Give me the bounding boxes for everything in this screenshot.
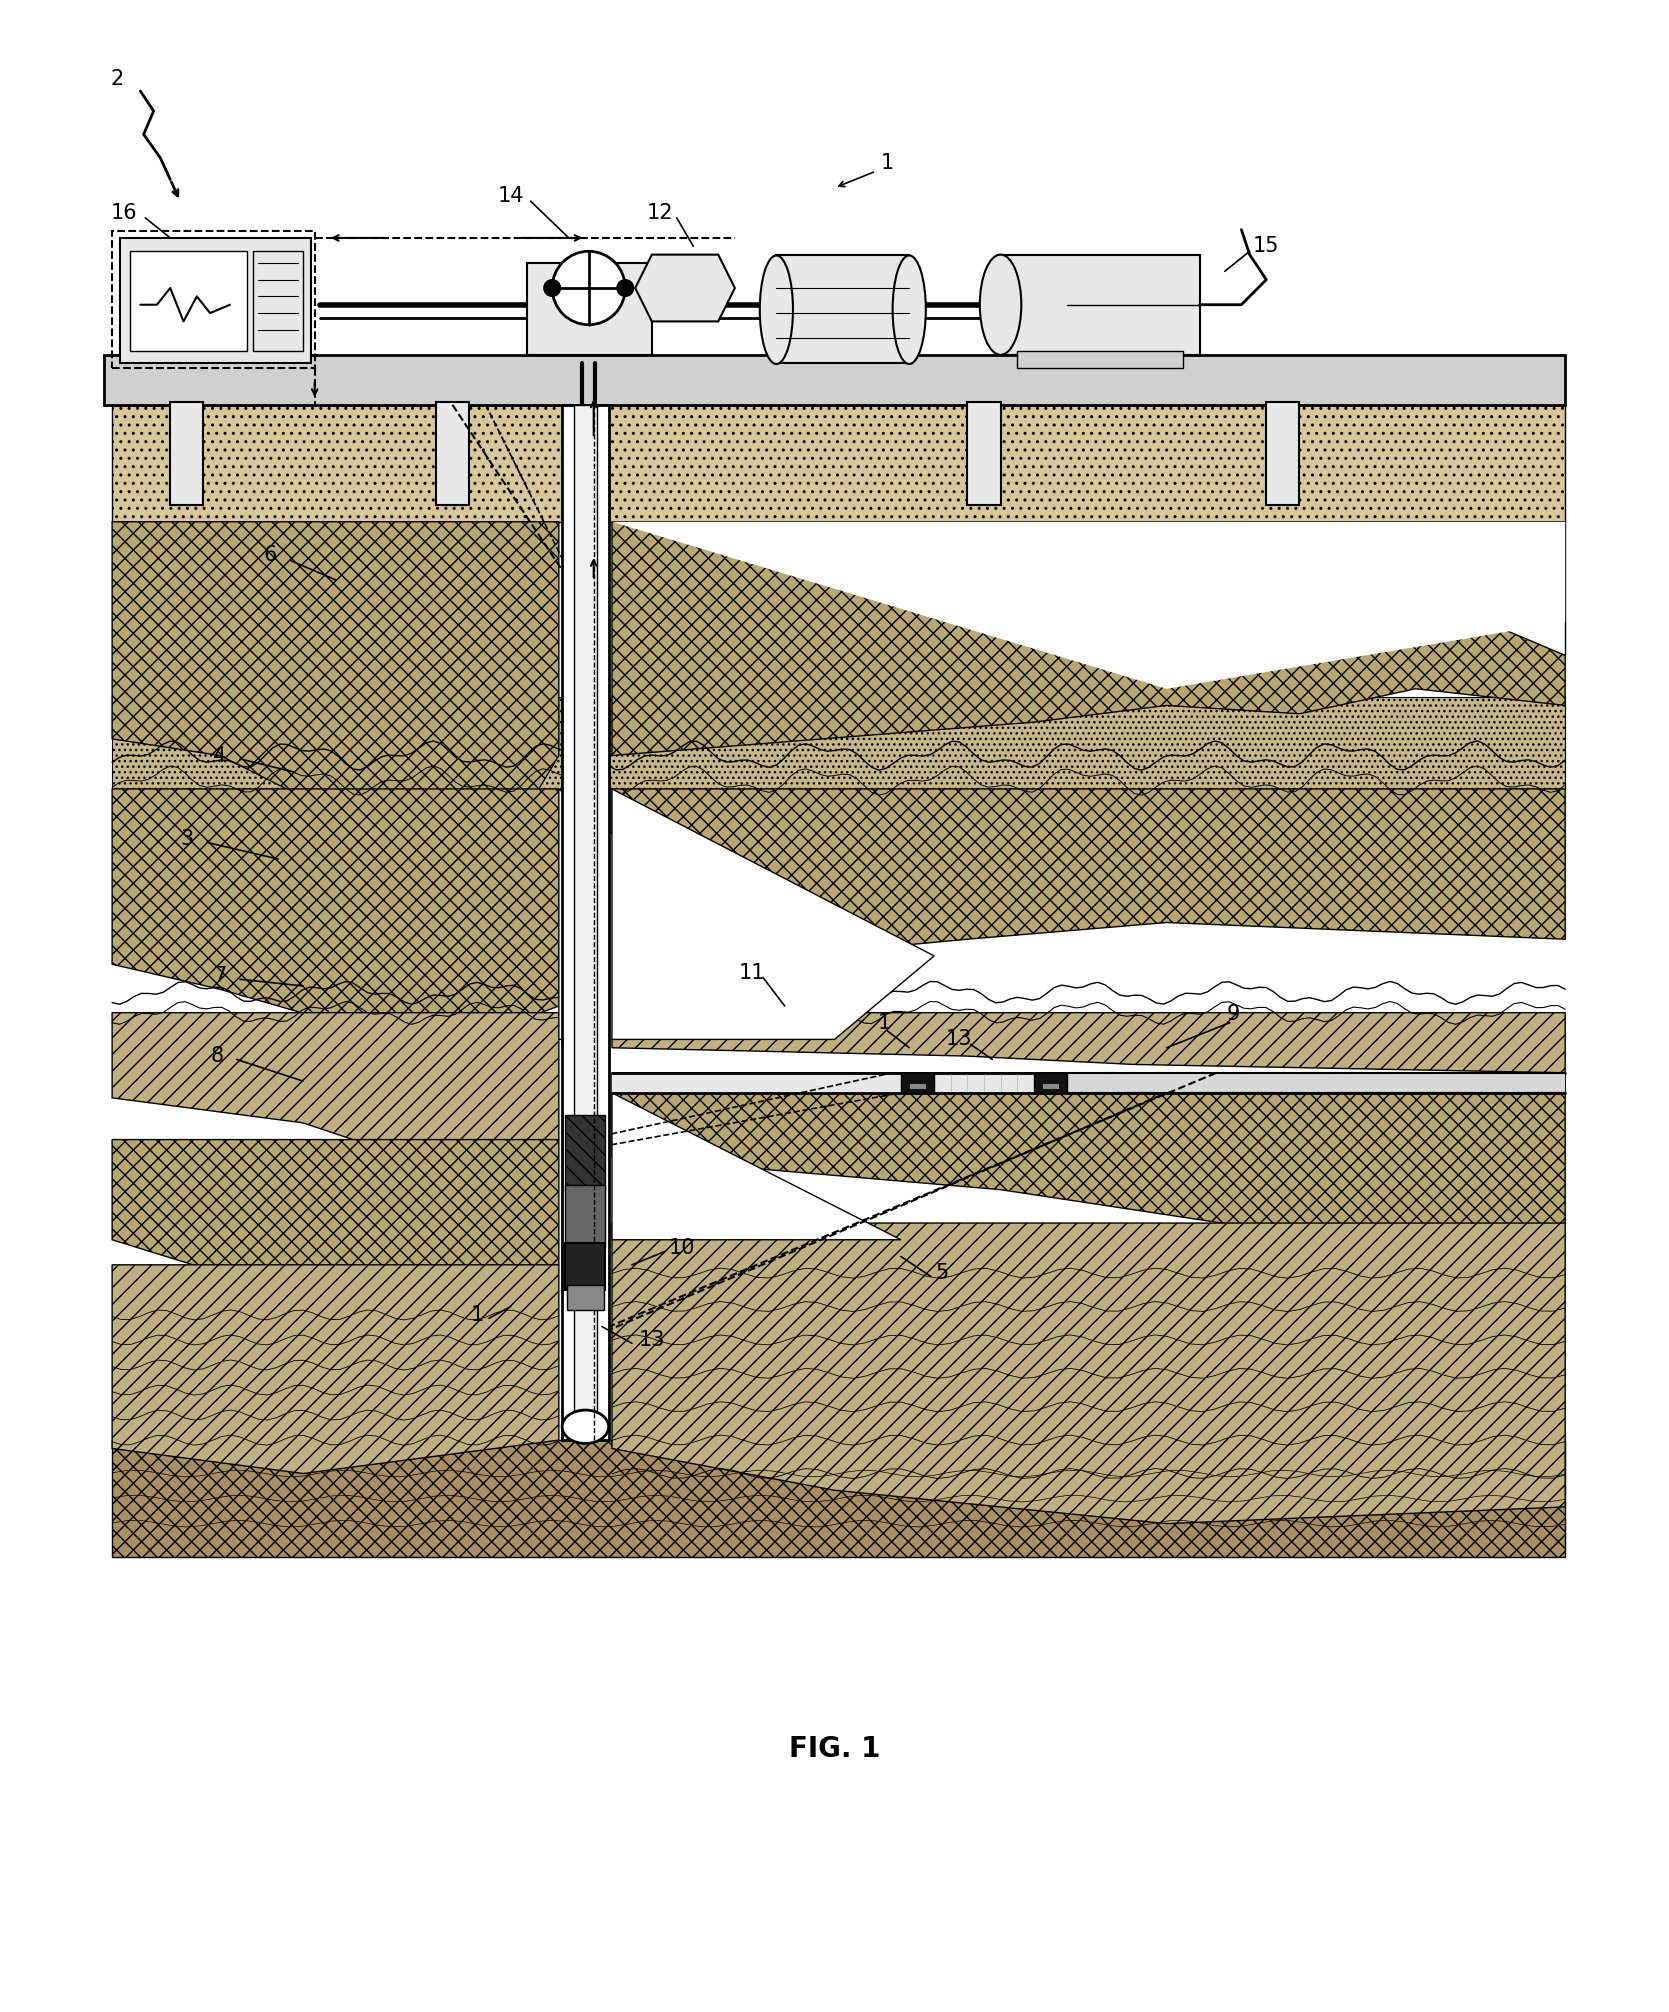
Bar	[968, 402, 1001, 505]
Polygon shape	[1250, 521, 1566, 656]
Bar	[170, 402, 204, 505]
Circle shape	[552, 252, 626, 324]
Polygon shape	[613, 521, 1566, 688]
Text: 8: 8	[210, 1046, 224, 1066]
Text: 9: 9	[1227, 1004, 1240, 1024]
Bar	[901, 1072, 935, 1093]
Bar	[1016, 352, 1183, 368]
Bar	[1033, 1072, 1066, 1093]
Polygon shape	[1250, 521, 1566, 656]
Polygon shape	[112, 1139, 559, 1290]
Polygon shape	[112, 789, 559, 1040]
Polygon shape	[559, 789, 718, 1040]
Polygon shape	[613, 1072, 1566, 1239]
Polygon shape	[112, 1266, 559, 1473]
Bar	[112, 1441, 1566, 1557]
Polygon shape	[613, 1093, 901, 1239]
Bar	[254, 252, 304, 352]
Bar	[910, 1082, 926, 1088]
Circle shape	[618, 280, 634, 296]
Bar	[1001, 256, 1200, 354]
Polygon shape	[613, 1223, 1566, 1523]
Polygon shape	[559, 789, 718, 1040]
Bar	[1041, 1082, 1058, 1088]
Text: 13: 13	[639, 1330, 664, 1350]
Bar	[574, 404, 598, 1422]
Bar	[566, 1115, 606, 1189]
Bar	[1066, 1072, 1566, 1093]
Ellipse shape	[893, 256, 926, 364]
Text: 11: 11	[738, 962, 764, 982]
Bar	[103, 354, 1566, 404]
Text: 6: 6	[264, 545, 277, 565]
Text: 1: 1	[878, 1012, 891, 1032]
Text: 2: 2	[110, 68, 124, 89]
Text: 10: 10	[669, 1237, 694, 1258]
Bar	[527, 264, 653, 354]
Bar	[112, 696, 1566, 789]
Text: 15: 15	[1253, 235, 1280, 256]
Polygon shape	[613, 521, 1566, 757]
Ellipse shape	[980, 256, 1021, 354]
Text: 16: 16	[110, 203, 137, 223]
Bar	[130, 252, 247, 352]
Polygon shape	[636, 256, 734, 322]
Polygon shape	[613, 789, 1566, 972]
Polygon shape	[613, 1012, 1566, 1072]
Polygon shape	[112, 1012, 559, 1157]
Text: FIG. 1: FIG. 1	[789, 1734, 880, 1763]
Bar	[112, 231, 315, 368]
Bar	[776, 256, 910, 362]
Bar	[566, 1243, 606, 1290]
Ellipse shape	[562, 1410, 609, 1443]
Circle shape	[544, 280, 561, 296]
Bar	[1267, 402, 1300, 505]
Text: 14: 14	[497, 187, 524, 205]
Polygon shape	[613, 789, 935, 1040]
Text: 4: 4	[214, 746, 227, 765]
Polygon shape	[613, 1093, 901, 1239]
Bar	[112, 404, 1566, 521]
Text: 7: 7	[214, 966, 227, 986]
Text: 5: 5	[936, 1264, 950, 1284]
Bar	[567, 1286, 604, 1310]
Bar	[566, 1185, 606, 1247]
Bar	[562, 404, 609, 1441]
Text: 3: 3	[180, 829, 194, 849]
Text: 1: 1	[881, 153, 895, 173]
Polygon shape	[613, 789, 935, 1040]
Polygon shape	[112, 521, 559, 823]
Bar	[613, 1072, 1566, 1093]
Text: 12: 12	[648, 203, 673, 223]
Text: 13: 13	[946, 1030, 973, 1050]
Bar	[120, 237, 312, 362]
Bar	[436, 402, 469, 505]
Text: 1: 1	[471, 1306, 484, 1324]
Ellipse shape	[759, 256, 793, 364]
